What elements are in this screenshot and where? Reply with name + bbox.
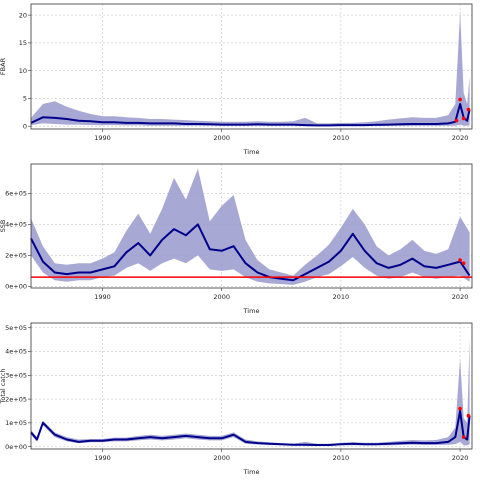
ssb-xtick-label-2: 2010 [333,293,350,301]
fbar-xlabel: Time [243,148,260,156]
catch-xtick-label-0: 1990 [94,454,111,462]
ssb-band [31,168,470,285]
fbar-frame [30,3,473,130]
fbar-ylabel: FBAR [0,57,7,75]
ssb-marker-0 [458,258,462,262]
catch-xtick-label-2: 2010 [333,454,350,462]
ssb-xlabel: Time [243,307,260,315]
ssb-ytick-label-0: 0e+00 [5,283,27,291]
fbar-median-line [30,103,471,127]
fbar-marker-0 [454,118,459,123]
ssb-xtick-label-1: 2000 [213,293,230,301]
ssb-frame [30,163,473,289]
fbar-ytick-label-2: 10 [19,67,27,75]
catch-ytick-label-5: 5e+05 [5,324,27,332]
catch-median-line [30,410,471,446]
ssb-marker-1 [461,261,466,266]
fbar-marker-3 [466,107,471,112]
fbar-panel: 1990 2000 2010 2020 0 5 10 15 20 Time FBAR [0,3,473,156]
catch-frame [30,322,473,450]
catch-ylabel: Total catch [0,368,7,404]
fbar-marker-2 [461,116,466,121]
catch-xtick-label-3: 2020 [452,454,469,462]
catch-marker-0 [458,406,462,411]
ssb-ytick-label-2: 4e+05 [5,221,27,229]
fbar-xtick-label-2: 2010 [333,134,350,142]
fbar-ytick-label-0: 0 [23,122,27,130]
catch-panel: 1990 2000 2010 2020 0e+00 1e+05 2e+05 3e+05 4e+0… [0,322,473,476]
ssb-ylabel: SSB [0,220,7,233]
catch-band [31,337,470,446]
fbar-marker-1 [458,97,462,102]
catch-ytick-label-4: 4e+05 [5,348,27,356]
fbar-band [31,12,470,127]
ssb-ytick-label-3: 6e+05 [5,190,27,198]
catch-ytick-label-1: 1e+05 [5,419,27,427]
fbar-xtick-label-1: 2000 [213,134,230,142]
fbar-xtick-label-0: 1990 [94,134,111,142]
ssb-median-line [30,223,471,282]
fbar-ytick-label-3: 15 [19,39,27,47]
catch-xtick-label-1: 2000 [213,454,230,462]
catch-xlabel: Time [243,468,260,476]
ssb-xtick-label-3: 2020 [452,293,469,301]
catch-ytick-label-0: 0e+00 [5,443,27,451]
fbar-xtick-label-3: 2020 [452,134,469,142]
fbar-ytick-label-4: 20 [19,11,27,19]
fbar-ytick-label-1: 5 [23,95,27,103]
catch-ytick-label-3: 3e+05 [5,372,27,380]
catch-ytick-label-2: 2e+05 [5,395,27,403]
ssb-panel: 1990 2000 2010 2020 0e+00 2e+05 4e+05 6e+05 Time… [0,163,473,315]
ssb-ytick-label-1: 2e+05 [5,252,27,260]
catch-marker-2 [466,413,471,418]
ssb-xtick-label-0: 1990 [94,293,111,301]
catch-marker-1 [461,435,466,439]
